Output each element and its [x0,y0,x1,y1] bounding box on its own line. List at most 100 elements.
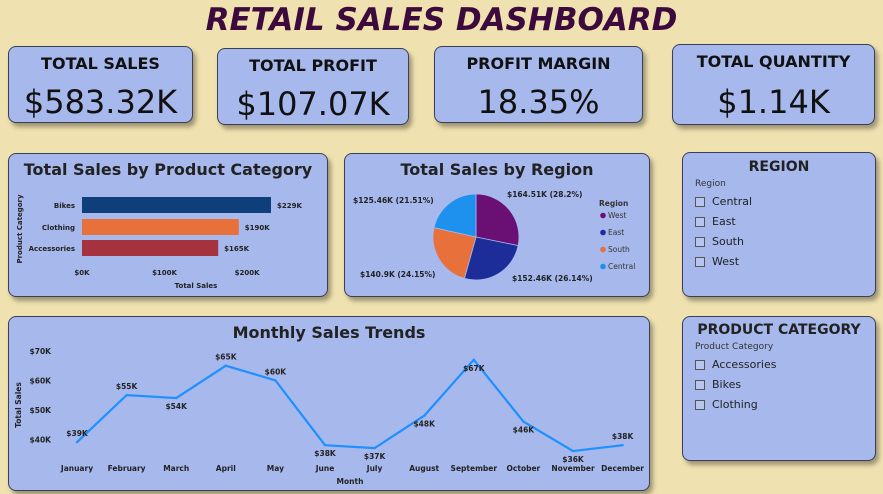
bar [82,197,271,213]
chart-title: Total Sales by Product Category [23,160,313,179]
x-tick-label: July [366,464,383,473]
sales-by-region-card[interactable]: Total Sales by Region $164.51K (28.2%) $1… [344,153,650,297]
slicer-field-label: Region [695,179,726,189]
y-tick-label: $50K [30,406,53,415]
kpi-value: $107.07K [236,85,390,123]
data-point [175,396,178,400]
data-label: $46K [513,426,536,435]
category-slicer[interactable]: PRODUCT CATEGORY Product Category Access… [682,316,876,461]
checkbox[interactable] [695,256,705,267]
data-label: $38K [612,432,635,441]
region-slicer[interactable]: REGION Region Central East South West [682,152,876,297]
region-option-west[interactable]: West [695,255,739,268]
kpi-value: $583.32K [23,83,178,121]
legend-entry: Central [608,262,635,271]
kpi-profit-margin[interactable]: PROFIT MARGIN 18.35% [434,46,643,123]
data-point [75,441,79,444]
x-tick-label: September [451,464,498,473]
x-axis-label: Total Sales [175,282,218,290]
data-point [323,443,327,447]
kpi-value: 18.35% [477,83,600,121]
region-option-south[interactable]: South [695,235,744,248]
kpi-label: PROFIT MARGIN [466,54,611,73]
category-label: Clothing [42,224,75,232]
option-label: South [712,235,744,248]
region-option-central[interactable]: Central [695,195,752,208]
kpi-total-profit[interactable]: TOTAL PROFIT $107.07K [217,48,409,125]
checkbox[interactable] [695,379,705,390]
data-point [571,449,575,453]
data-label: $38K [314,449,337,458]
pie-slice [475,193,520,247]
bar [82,240,219,256]
y-tick-label: $60K [30,376,53,385]
data-label: $37K [364,452,387,461]
x-tick-label: August [409,464,439,473]
category-label: Accessories [29,245,75,253]
x-axis-label: Month [337,477,364,486]
data-point [472,358,475,361]
data-label: $229K [277,202,302,210]
data-point [125,393,128,397]
bar [82,219,239,235]
kpi-total-quantity[interactable]: TOTAL QUANTITY $1.14K [672,44,875,125]
dashboard-title: RETAIL SALES DASHBOARD [205,2,678,38]
kpi-label: TOTAL SALES [41,54,160,73]
pie-chart: $164.51K (28.2%) $152.46K (26.14%) $140.9K… [353,190,635,283]
category-option-clothing[interactable]: Clothing [695,398,758,411]
category-option-accessories[interactable]: Accessories [695,358,776,371]
y-axis-label: Product Category [16,194,24,264]
data-label: $67K [463,364,486,373]
x-tick-label: $200K [235,269,260,277]
x-tick-label: November [551,464,595,473]
checkbox[interactable] [695,236,705,247]
region-option-east[interactable]: East [695,215,736,228]
x-tick-label: December [601,464,644,473]
x-tick-label: $0K [74,269,90,277]
x-tick-label: March [163,464,189,473]
data-label: $48K [413,420,436,429]
data-label: $165K [224,245,249,253]
data-label: $190K [245,224,270,232]
line-chart: $40K $50K $60K $70K $39K January $55K February $… [14,347,644,486]
data-label: $54K [165,402,188,411]
pie-slice [432,227,477,279]
data-point [224,364,227,367]
checkbox[interactable] [695,216,705,227]
y-tick-label: $70K [30,347,53,356]
slice-label: $125.46K (21.51%) [353,196,434,205]
x-tick-label: January [60,464,93,473]
monthly-sales-card[interactable]: Monthly Sales Trends $40K $50K $60K $70K $39… [8,316,650,491]
legend-entry: East [608,228,624,237]
slicer-title: PRODUCT CATEGORY [697,322,861,338]
kpi-total-sales[interactable]: TOTAL SALES $583.32K [8,46,193,123]
legend-marker [600,246,606,253]
slicer-field-label: Product Category [695,342,774,352]
kpi-value: $1.14K [717,83,830,121]
sales-by-category-card[interactable]: Total Sales by Product Category Bikes $22… [8,153,328,297]
data-point [423,414,426,417]
data-label: $36K [562,455,585,464]
checkbox[interactable] [695,399,705,410]
legend-title: Region [599,199,628,208]
slice-label: $140.9K (24.15%) [360,270,435,279]
x-tick-label: April [216,464,236,473]
data-point [621,443,624,447]
legend-entry: West [608,211,626,220]
checkbox[interactable] [695,196,705,207]
category-option-bikes[interactable]: Bikes [695,378,741,391]
data-label: $60K [265,367,288,376]
x-tick-label: June [315,464,335,473]
legend-marker [600,263,606,270]
x-tick-label: February [108,464,146,473]
x-tick-label: $100K [152,269,177,277]
kpi-label: TOTAL QUANTITY [696,52,851,71]
checkbox[interactable] [695,359,705,370]
series-line [76,358,623,453]
y-tick-label: $40K [30,435,53,444]
data-label: $65K [215,353,238,362]
legend-entry: South [608,245,630,254]
pie-slice [463,236,519,281]
slice-label: $152.46K (26.14%) [512,274,593,283]
option-label: Clothing [712,398,758,411]
